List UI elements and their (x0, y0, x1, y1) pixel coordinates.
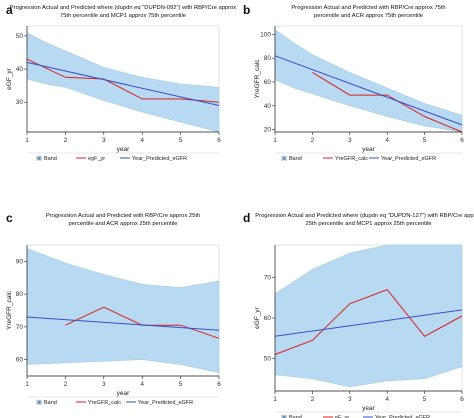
actual-series-line (26, 58, 220, 103)
x-tick-label: 5 (423, 396, 427, 403)
x-tick-label: 4 (385, 137, 389, 144)
y-tick-label: 90 (16, 258, 24, 265)
chart-title-line: Progression Actual and Predicted where (… (255, 213, 474, 219)
y-tick-label: 40 (264, 103, 272, 110)
actual-series-line (312, 71, 463, 133)
x-tick-label: 1 (273, 137, 277, 144)
x-tick-label: 3 (348, 137, 352, 144)
y-tick-label: 60 (264, 315, 272, 322)
legend-series-label: YreGFR_calc (88, 400, 121, 406)
y-axis-label: YreGFR_calc (254, 59, 261, 99)
x-tick-label: 3 (102, 381, 106, 388)
legend-series-label: YreGFR_calc (335, 156, 368, 162)
x-tick-label: 2 (311, 396, 315, 403)
y-axis-label: YreGFR_calc (6, 290, 13, 330)
y-tick-label: 20 (264, 127, 272, 134)
chart-panel-d: d Progression Actual and Predicted where … (243, 211, 474, 418)
y-tick-label: 100 (260, 31, 271, 38)
panel-letter: c (6, 211, 13, 225)
chart-title-line: Progression Actual and Predicted where (… (10, 5, 237, 11)
chart-title-line: 75th percentile and MCP1 approx 75th per… (60, 13, 186, 19)
y-axis-label: eGF_yr (6, 67, 13, 90)
y-tick-label: 60 (16, 357, 24, 364)
legend-band-label: Band (44, 156, 57, 162)
chart-title: Progression Actual and Predicted with RB… (46, 213, 200, 227)
x-tick-label: 6 (217, 381, 221, 388)
legend-band-label: Band (289, 156, 302, 162)
x-tick-label: 2 (64, 137, 68, 144)
predicted-series-line (26, 316, 220, 331)
y-tick-label: 80 (16, 291, 24, 298)
x-tick-label: 1 (273, 396, 277, 403)
y-tick-label: 50 (264, 356, 272, 363)
legend: ▣ Band YreGFR_calc Year_Predicted_eGFR (27, 396, 219, 406)
legend: ▣ Band egF_yr Year_Predicted_eGFR (27, 152, 219, 162)
x-tick-label: 6 (217, 137, 221, 144)
legend-series-label: Year_Predicted_eGFR (375, 415, 430, 418)
x-tick-label: 6 (460, 137, 464, 144)
y-axis-label: eGF_yr (254, 306, 261, 329)
legend-band-icon: ▣ (36, 155, 42, 162)
legend-band-icon: ▣ (281, 414, 287, 418)
predicted-series-line (274, 309, 463, 337)
panel-letter: a (6, 3, 13, 17)
legend: ▣ Band eF_yr Year_Predicted_eGFR (275, 411, 462, 418)
x-tick-label: 5 (179, 381, 183, 388)
y-tick-label: 30 (16, 99, 24, 106)
legend-series-label: Year_Predicted_eGFR (381, 156, 436, 162)
panel-letter: d (243, 211, 250, 225)
x-tick-label: 4 (385, 396, 389, 403)
actual-series-line (274, 289, 463, 355)
chart-title-line: percentile and ACR approx 75th percentil… (314, 13, 423, 19)
legend-series-label: Year_Predicted_eGFR (132, 156, 187, 162)
legend-series-label: egF_yr (88, 156, 105, 162)
chart-panel-c: c Progression Actual and Predicted with R… (6, 211, 221, 406)
legend-band-label: Band (289, 415, 302, 418)
confidence-band (26, 247, 220, 374)
x-tick-label: 3 (348, 396, 352, 403)
y-tick-label: 70 (264, 274, 272, 281)
x-tick-label: 4 (140, 381, 144, 388)
x-tick-label: 4 (140, 137, 144, 144)
x-axis-label: year (362, 405, 375, 412)
y-tick-label: 80 (264, 55, 272, 62)
predicted-series-line (26, 61, 220, 106)
chart-title: Progression Actual and Predicted where (… (10, 5, 237, 19)
y-tick-label: 50 (16, 33, 24, 40)
x-tick-label: 6 (460, 396, 464, 403)
chart-title-line: Progression Actual and Predicted with RB… (46, 213, 200, 219)
x-tick-label: 1 (25, 381, 29, 388)
x-tick-label: 2 (311, 137, 315, 144)
chart-panel-b: b Progression Actual and Predicted with R… (243, 3, 464, 162)
legend: ▣ Band YreGFR_calc Year_Predicted_eGFR (275, 152, 462, 162)
x-axis-label: year (117, 146, 130, 153)
y-tick-label: 60 (264, 79, 272, 86)
x-tick-label: 3 (102, 137, 106, 144)
chart-title: Progression Actual and Predicted where (… (255, 213, 474, 227)
chart-title: Progression Actual and Predicted with RB… (291, 5, 445, 19)
x-tick-label: 1 (25, 137, 29, 144)
y-tick-label: 70 (16, 324, 24, 331)
legend-series-label: eF_yr (335, 415, 349, 418)
chart-title-line: percentile and ACR approx 25th percentil… (69, 221, 178, 227)
legend-series-label: Year_Predicted_eGFR (138, 400, 193, 406)
x-tick-label: 5 (423, 137, 427, 144)
legend-band-icon: ▣ (36, 399, 42, 406)
x-axis-label: year (362, 146, 375, 153)
legend-band-label: Band (44, 400, 57, 406)
y-tick-label: 40 (16, 66, 24, 73)
x-axis-label: year (117, 390, 130, 397)
panel-letter: b (243, 3, 250, 17)
confidence-band (274, 244, 463, 388)
chart-title-line: 25th percentile and MCP1 approx 25th per… (305, 221, 431, 227)
legend-band-icon: ▣ (281, 155, 287, 162)
predicted-series-line (274, 55, 463, 126)
chart-title-line: Progression Actual and Predicted with RB… (291, 5, 445, 11)
x-tick-label: 2 (64, 381, 68, 388)
x-tick-label: 5 (179, 137, 183, 144)
